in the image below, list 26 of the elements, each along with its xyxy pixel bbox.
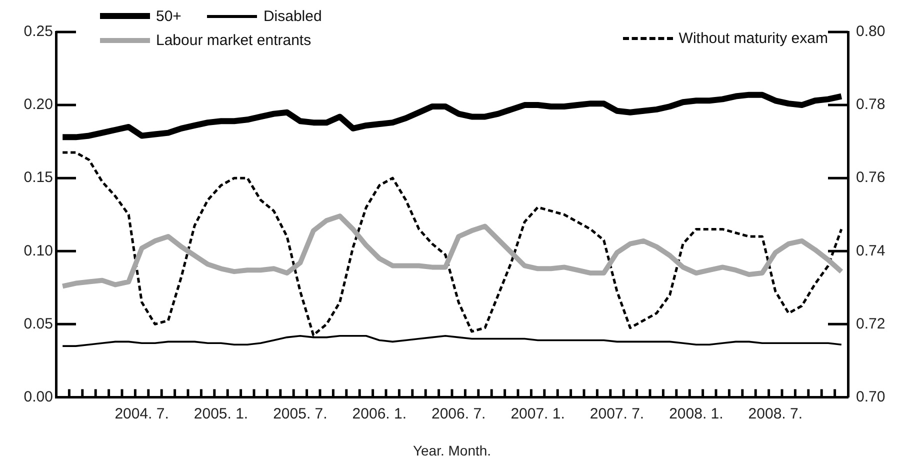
x-tick-label: 2006. 1. (352, 405, 407, 422)
legend-label: 50+ (156, 8, 182, 24)
legend-label: Without maturity exam (678, 30, 828, 46)
y-tick-label: 0.15 (24, 169, 53, 186)
x-tick-label: 2007. 7. (590, 405, 644, 422)
y2-tick-label: 0.70 (856, 388, 886, 406)
legend-label: Disabled (263, 8, 322, 24)
x-tick-label: 2008. 1. (669, 405, 724, 422)
y-tick-label: 0.20 (24, 96, 53, 114)
legend-label: Labour market entrants (156, 32, 312, 48)
y2-tick-label: 0.72 (856, 315, 886, 332)
x-tick-label: 2004. 7. (114, 405, 169, 422)
y-tick-label: 0.00 (24, 388, 53, 406)
y-tick-label: 0.05 (24, 315, 53, 332)
x-tick-label: 2006. 7. (431, 405, 486, 422)
x-tick-label: 2007. 1. (510, 405, 565, 422)
y2-tick-label: 0.74 (856, 242, 886, 260)
x-tick-label: 2008. 7. (748, 405, 803, 422)
y-tick-label: 0.25 (24, 23, 53, 40)
x-axis-title: Year. Month. (412, 442, 492, 458)
y2-tick-label: 0.78 (856, 96, 886, 114)
x-tick-label: 2005. 1. (194, 405, 248, 422)
x-tick-label: 2005. 7. (273, 405, 328, 422)
y2-tick-label: 0.76 (856, 169, 886, 186)
y2-tick-label: 0.80 (856, 23, 886, 40)
y-tick-label: 0.10 (24, 242, 53, 260)
